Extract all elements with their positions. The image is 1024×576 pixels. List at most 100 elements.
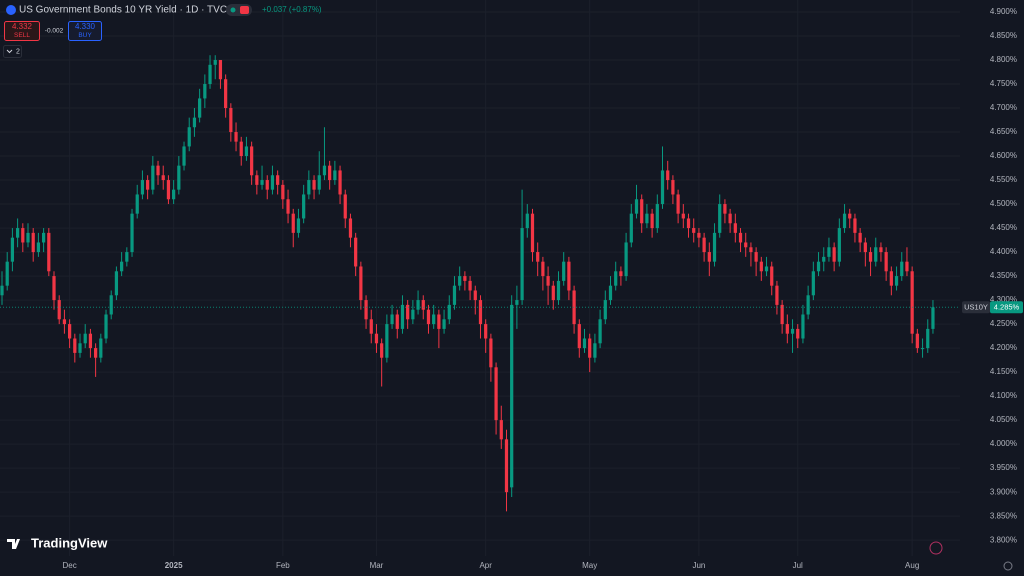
y-tick-label: 4.700% xyxy=(990,103,1017,112)
settings-icon[interactable] xyxy=(1003,561,1013,571)
candle-body xyxy=(593,343,597,358)
candle-body xyxy=(728,213,732,224)
candle-body xyxy=(426,309,431,325)
candle-body xyxy=(738,232,743,243)
candle-body xyxy=(348,218,353,238)
candle-body xyxy=(421,300,425,310)
candle-body xyxy=(151,165,155,190)
indicators-toggle[interactable] xyxy=(3,45,22,58)
candle-body xyxy=(276,175,280,185)
y-tick-label: 3.850% xyxy=(990,511,1017,520)
change: +0.037 (+0.87%) xyxy=(262,5,322,14)
alert-icon[interactable] xyxy=(929,541,943,555)
candle-body xyxy=(21,228,25,243)
status-icon xyxy=(240,6,249,14)
candle-body xyxy=(598,319,602,344)
candle-body xyxy=(848,213,852,219)
candle-body xyxy=(94,348,98,358)
candle-body xyxy=(78,343,82,353)
buy-button[interactable] xyxy=(68,21,102,41)
candle-body xyxy=(842,213,847,229)
candle-body xyxy=(62,319,67,325)
candle-body xyxy=(816,261,821,272)
candle-body xyxy=(307,180,311,195)
sell-label: SELL xyxy=(14,32,30,39)
candle-body xyxy=(385,324,389,358)
candle-body xyxy=(702,237,706,253)
candle-body xyxy=(624,242,628,277)
candle-body xyxy=(770,266,774,286)
candle-body xyxy=(910,271,914,334)
buy-price: 4.330 xyxy=(75,22,96,31)
candle-body xyxy=(452,285,457,305)
candle-body xyxy=(0,285,4,296)
x-tick-label: Mar xyxy=(370,561,384,570)
candle-body xyxy=(255,175,259,185)
sell-button[interactable] xyxy=(4,21,40,41)
candle-body xyxy=(692,228,696,233)
candle-body xyxy=(250,146,254,176)
candle-body xyxy=(515,300,519,305)
candle-body xyxy=(41,232,46,243)
x-tick-label: Jun xyxy=(692,561,705,570)
buy-label: BUY xyxy=(78,32,92,39)
x-tick-label: Jul xyxy=(793,561,803,570)
candle-body xyxy=(364,300,368,320)
candle-body xyxy=(619,271,623,277)
candle-body xyxy=(68,324,72,339)
candle-body xyxy=(556,280,561,301)
indicators-count: 2 xyxy=(16,48,20,55)
candle-body xyxy=(530,213,535,253)
candle-body xyxy=(302,194,306,219)
candle-body xyxy=(229,108,233,133)
candle-body xyxy=(582,338,587,349)
last-price-label: 4.285% xyxy=(994,302,1020,311)
y-tick-label: 4.150% xyxy=(990,367,1017,376)
chevron xyxy=(6,49,13,54)
candle-body xyxy=(296,218,301,233)
candle-body xyxy=(125,252,129,262)
candle-body xyxy=(853,218,857,233)
candle-body xyxy=(260,180,264,185)
y-tick-label: 4.200% xyxy=(990,343,1017,352)
candle-body xyxy=(754,252,758,262)
candle-body xyxy=(400,304,405,329)
candle-body xyxy=(499,420,503,440)
candle-body xyxy=(666,170,670,181)
candle-body xyxy=(832,247,836,262)
candle-body xyxy=(718,204,722,233)
y-tick-label: 4.350% xyxy=(990,271,1017,280)
candle-body xyxy=(863,242,867,253)
candle-body xyxy=(874,247,878,262)
y-tick-label: 3.950% xyxy=(990,463,1017,472)
candle-body xyxy=(406,304,410,320)
candle-body xyxy=(10,237,15,262)
candle-body xyxy=(120,261,124,272)
candle-body xyxy=(744,242,748,248)
candle-body xyxy=(504,439,509,493)
candle-body xyxy=(775,285,779,305)
candle-body xyxy=(83,333,87,344)
candle-body xyxy=(920,348,925,350)
candle-body xyxy=(733,223,737,233)
candle-body xyxy=(468,280,472,291)
y-tick-label: 4.550% xyxy=(990,175,1017,184)
candle-body xyxy=(608,285,613,301)
x-tick-label: 2025 xyxy=(165,561,183,570)
candle-body xyxy=(785,324,789,334)
candle-body xyxy=(218,60,223,80)
candle-body xyxy=(447,304,451,320)
candle-body xyxy=(224,79,228,109)
candle-body xyxy=(790,328,795,334)
candle-body xyxy=(73,338,77,353)
candle-body xyxy=(114,271,119,296)
candle-body xyxy=(889,271,893,286)
y-tick-label: 4.250% xyxy=(990,319,1017,328)
y-tick-label: 4.900% xyxy=(990,7,1017,16)
candle-body xyxy=(26,232,30,243)
y-tick-label: 4.450% xyxy=(990,223,1017,232)
candle-body xyxy=(458,276,462,286)
candle-body xyxy=(99,338,103,358)
candle-body xyxy=(208,64,212,85)
y-tick-label: 4.300% xyxy=(990,295,1017,304)
